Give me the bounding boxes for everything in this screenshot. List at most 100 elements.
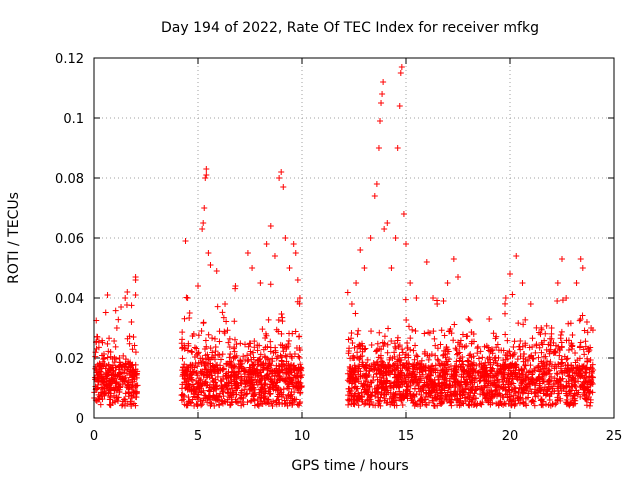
data-point [565, 401, 572, 408]
data-point [417, 400, 424, 407]
data-point [104, 354, 111, 361]
data-point [351, 371, 358, 378]
data-point [569, 331, 576, 338]
data-point [346, 367, 353, 374]
data-point [547, 377, 554, 384]
data-point [404, 345, 411, 352]
data-point [453, 369, 460, 376]
data-point [179, 391, 186, 398]
data-point [386, 356, 393, 363]
data-point [244, 358, 251, 365]
data-point [257, 376, 264, 383]
data-point [483, 364, 490, 371]
data-point [118, 402, 125, 409]
data-point [403, 351, 410, 358]
data-point [371, 193, 378, 199]
data-point [219, 351, 226, 358]
data-point [125, 389, 132, 396]
data-point [263, 372, 270, 379]
data-point [562, 362, 569, 369]
data-point [247, 350, 254, 357]
data-point [545, 402, 552, 409]
data-point [521, 362, 528, 369]
data-point [425, 356, 432, 363]
data-point [357, 373, 364, 380]
data-point [115, 316, 122, 323]
data-point [519, 371, 526, 378]
y-tick-label: 0.08 [55, 172, 84, 187]
data-point [536, 329, 543, 336]
data-point [377, 118, 383, 124]
data-point [244, 352, 251, 359]
data-point [271, 253, 278, 259]
data-point [267, 338, 274, 345]
data-point [467, 379, 474, 386]
data-point [388, 265, 395, 271]
data-point [368, 342, 375, 349]
data-point [535, 363, 542, 370]
data-point [132, 292, 139, 298]
data-point [292, 250, 299, 256]
data-point [289, 330, 296, 337]
data-point [457, 391, 464, 398]
data-point [204, 399, 211, 406]
data-point [364, 356, 371, 363]
data-point [127, 398, 134, 405]
data-point [421, 350, 428, 357]
data-point [278, 330, 285, 337]
data-point [214, 303, 221, 310]
data-point [541, 370, 548, 377]
data-point [131, 342, 138, 349]
data-point [286, 265, 293, 271]
data-point [110, 385, 117, 392]
data-point [185, 342, 192, 349]
data-point [556, 377, 563, 384]
data-point [370, 367, 377, 374]
data-point [227, 351, 234, 358]
data-point [431, 402, 438, 409]
data-point [359, 342, 366, 349]
data-point [379, 370, 386, 377]
data-point [120, 352, 127, 359]
data-point [190, 368, 197, 375]
data-point [214, 361, 221, 368]
data-point [371, 361, 378, 368]
data-point [363, 361, 370, 368]
data-point [124, 289, 131, 295]
data-point [353, 375, 360, 382]
data-point [382, 383, 389, 390]
data-point [275, 362, 282, 369]
data-point [196, 385, 203, 392]
data-point [404, 364, 411, 371]
data-point [379, 379, 386, 386]
data-point [237, 357, 244, 364]
data-point [289, 401, 296, 408]
data-point [526, 344, 533, 351]
data-point [582, 343, 589, 350]
data-point [95, 396, 102, 403]
data-point [116, 363, 123, 370]
data-point [396, 352, 403, 359]
data-point [531, 386, 538, 393]
data-point [278, 310, 285, 317]
data-point [102, 383, 109, 390]
data-point [508, 393, 515, 400]
data-point [569, 369, 576, 376]
data-point [218, 356, 225, 363]
data-point [523, 383, 530, 390]
data-point [559, 297, 566, 304]
data-point [536, 382, 543, 389]
data-point [405, 323, 412, 330]
data-point [265, 316, 272, 323]
data-point [295, 379, 302, 386]
data-point [242, 380, 249, 387]
data-point [460, 361, 467, 368]
data-point [542, 330, 549, 337]
data-point [413, 295, 420, 301]
data-point [549, 401, 556, 408]
data-point [207, 345, 214, 352]
data-point [409, 363, 416, 370]
data-point [502, 361, 509, 368]
data-point [551, 380, 558, 387]
data-point [208, 401, 215, 408]
